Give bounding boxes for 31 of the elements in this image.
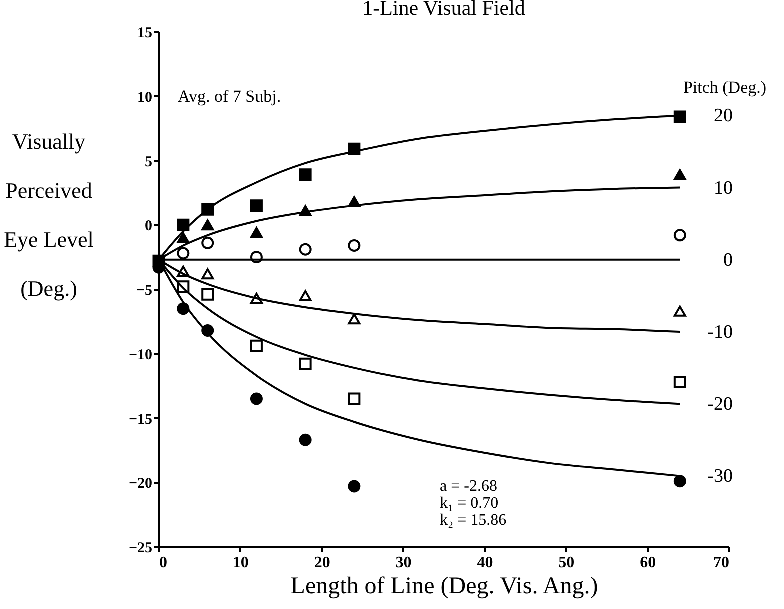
- x-tick-label: 20: [314, 554, 330, 572]
- y-tick-label: −20: [128, 476, 152, 492]
- annotation: a = -2.68: [440, 478, 498, 495]
- x-tick-label: 10: [232, 554, 249, 572]
- x-tick-label: 60: [640, 554, 656, 572]
- series-label: -30: [708, 466, 733, 488]
- y-tick-label: 5: [145, 154, 152, 170]
- y-tick-label: 0: [145, 218, 152, 235]
- y-axis-title: Visually Perceived Eye Level (Deg.): [4, 129, 94, 301]
- series-label: -10: [708, 322, 733, 343]
- y-tick-label: −15: [128, 412, 152, 428]
- x-tick-label: 40: [477, 554, 494, 572]
- series-label: -20: [708, 394, 733, 416]
- annotation: k₂ = 15.86: [440, 512, 507, 529]
- legend-title: Pitch (Deg.): [683, 78, 767, 97]
- text: 0: [724, 250, 733, 271]
- x-tick-label: 70: [714, 554, 730, 572]
- chart-title: 1-Line Visual Field: [362, 0, 526, 20]
- series-label: 20: [714, 106, 733, 127]
- y-tick-label: −25: [128, 540, 152, 556]
- x-tick-label: 0: [160, 554, 168, 572]
- y-tick-label: 15: [138, 26, 152, 42]
- y-tick-label: 10: [138, 90, 152, 106]
- x-tick-label: 50: [558, 554, 575, 572]
- x-axis-title: Length of Line (Deg. Vis. Ang.): [290, 574, 598, 600]
- x-tick-label: 30: [396, 554, 412, 572]
- series-label: 10: [714, 178, 733, 199]
- y-tick-label: −5: [136, 283, 152, 299]
- annotation: k₁ = 0.70: [440, 495, 499, 512]
- annotation: Avg. of 7 Subj.: [178, 87, 282, 106]
- y-tick-label: −10: [128, 347, 152, 364]
